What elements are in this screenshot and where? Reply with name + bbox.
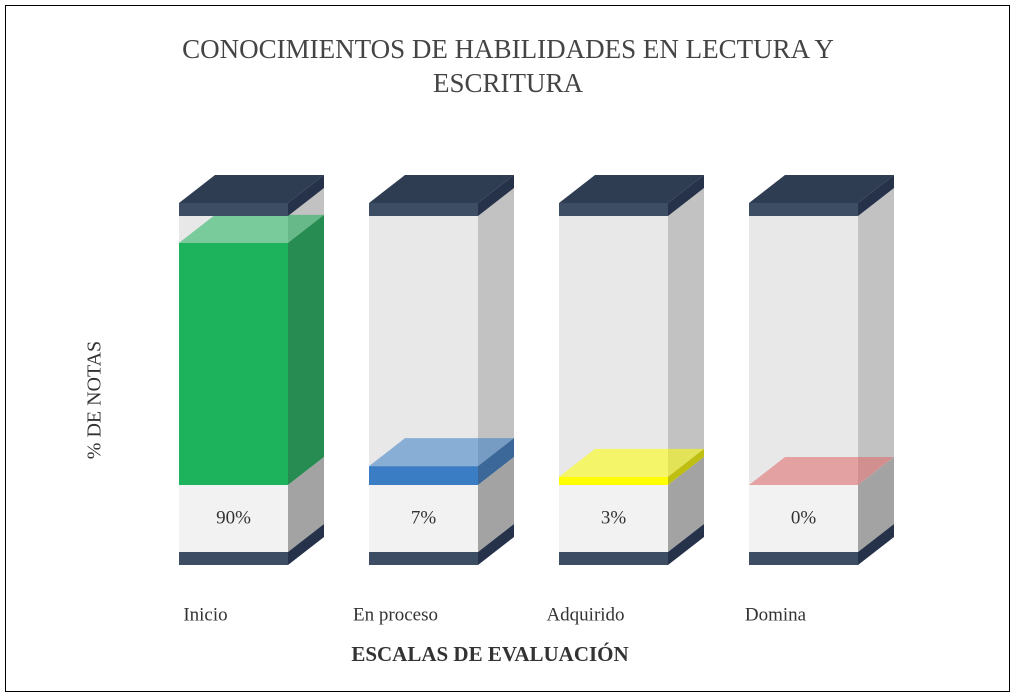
bar-top <box>749 457 894 485</box>
cap-front <box>559 203 668 216</box>
bar <box>369 466 478 485</box>
y-axis-label: % DE NOTAS <box>84 341 106 459</box>
bar-side <box>478 438 514 485</box>
base-front <box>749 552 858 565</box>
x-tick-label: Adquirido <box>546 604 624 625</box>
base-front <box>559 552 668 565</box>
glass-front <box>749 216 858 485</box>
base-side <box>668 524 704 565</box>
label-box <box>369 485 478 552</box>
label-box-side <box>668 457 704 552</box>
base-side <box>478 524 514 565</box>
x-axis-label: ESCALAS DE EVALUACIÓN <box>351 642 628 666</box>
label-box-side <box>858 457 894 552</box>
cap-front <box>179 203 288 216</box>
cap-front <box>749 203 858 216</box>
glass-side <box>668 188 704 485</box>
bar-top <box>559 448 704 477</box>
bar-top <box>369 438 514 467</box>
bar <box>179 242 288 485</box>
cap-side <box>288 175 324 216</box>
glass-side <box>858 188 894 485</box>
cap-top <box>559 175 704 203</box>
label-box <box>559 485 668 552</box>
label-box-side <box>478 457 514 552</box>
base-side <box>858 524 894 565</box>
cap-top <box>179 175 324 203</box>
chart-title: CONOCIMIENTOS DE HABILIDADES EN LECTURA … <box>182 34 834 98</box>
cap-side <box>858 175 894 216</box>
base-front <box>369 552 478 565</box>
value-label: 7% <box>411 507 437 528</box>
value-label: 90% <box>216 507 251 528</box>
glass-front <box>559 216 668 485</box>
bar <box>559 476 668 485</box>
cap-front <box>369 203 478 216</box>
frame <box>5 5 1010 692</box>
x-tick-label: Inicio <box>183 604 227 625</box>
cap-side <box>668 175 704 216</box>
base-side <box>288 524 324 565</box>
label-box-side <box>288 457 324 552</box>
x-tick-label: Domina <box>745 604 807 625</box>
cap-top <box>749 175 894 203</box>
bar-side <box>668 448 704 485</box>
cap-top <box>369 175 514 203</box>
label-box <box>749 485 858 552</box>
x-tick-label: En proceso <box>353 604 438 625</box>
bar-side <box>288 214 324 485</box>
cap-side <box>478 175 514 216</box>
value-label: 0% <box>791 507 817 528</box>
bar-top <box>179 214 324 243</box>
base-front <box>179 552 288 565</box>
label-box <box>179 485 288 552</box>
value-label: 3% <box>601 507 627 528</box>
glass-side <box>478 188 514 485</box>
